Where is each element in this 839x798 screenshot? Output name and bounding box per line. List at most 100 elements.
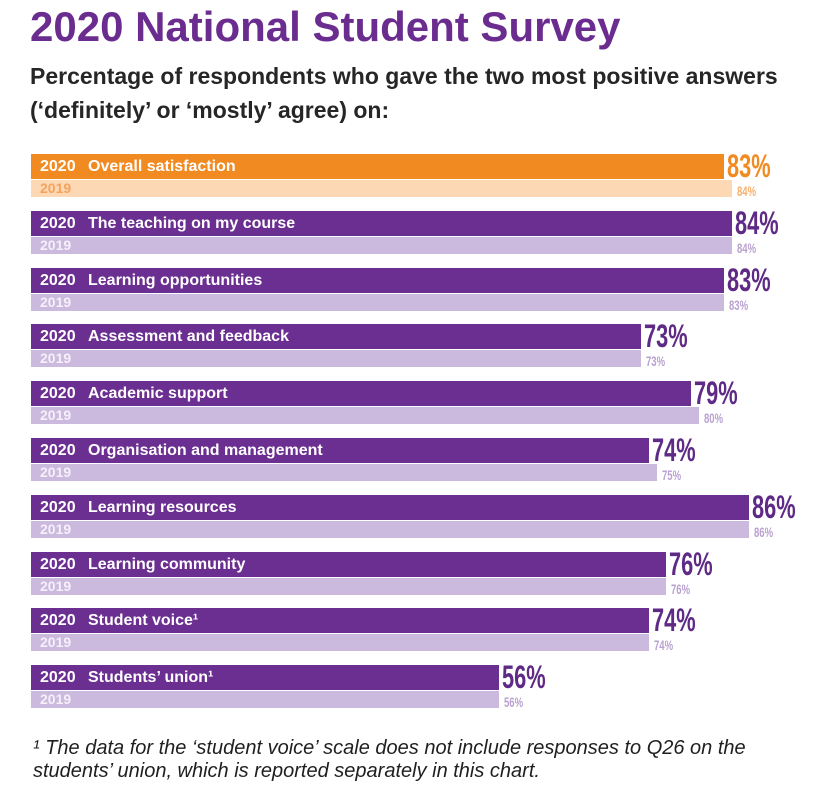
bar-2020-student-voice: 2020 Student voice¹ — [31, 608, 649, 634]
series-label-2019: 2019 — [40, 350, 72, 367]
value-number: 83 — [729, 296, 740, 313]
series-label-2020: 2020 — [40, 214, 76, 232]
value-number: 83 — [727, 148, 752, 184]
category-label-students-union: Students’ union¹ — [88, 669, 214, 687]
value-label-2019-learning-resources: 86% — [754, 525, 773, 539]
series-label-2020: 2020 — [40, 555, 76, 573]
footnote: ¹ The data for the ‘student voice’ scale… — [33, 737, 746, 782]
series-label-2019: 2019 — [40, 634, 72, 651]
bar-2020-learning-opportunities: 2020 Learning opportunities — [31, 267, 725, 293]
value-label-2020-assessment-and-feedback: 73% — [644, 320, 688, 352]
bar-2020-learning-resources: 2020 Learning resources — [31, 494, 750, 520]
value-label-2020-the-teaching-on-my-course: 84% — [735, 207, 779, 239]
value-number: 79 — [693, 375, 718, 412]
category-label-organisation-and-management: Organisation and management — [88, 442, 323, 459]
value-unit: % — [764, 523, 774, 540]
value-number: 84 — [735, 204, 760, 241]
value-number: 56 — [501, 659, 526, 696]
bar-2019-assessment-and-feedback: 2019 — [31, 350, 641, 368]
series-label-2019: 2019 — [40, 293, 72, 310]
series-label-2019: 2019 — [40, 236, 72, 253]
bar-2020-students-union: 2020 Students’ union¹ — [31, 665, 499, 691]
category-label-overall-satisfaction: Overall satisfaction — [88, 158, 236, 175]
value-number: 56 — [503, 694, 515, 711]
series-label-2019: 2019 — [40, 520, 72, 537]
category-label-academic-support: Academic support — [88, 385, 228, 403]
value-unit: % — [676, 602, 696, 639]
value-unit: % — [739, 296, 749, 313]
value-number: 74 — [651, 602, 677, 639]
series-label-2019: 2019 — [40, 407, 72, 424]
bar-group-overall-satisfaction: 2020 Overall satisfaction 83% 2019 84% — [0, 150, 839, 198]
bar-2019-learning-resources: 2019 — [31, 520, 750, 538]
value-label-2019-the-teaching-on-my-course: 84% — [737, 241, 756, 255]
series-label-2019: 2019 — [40, 180, 72, 196]
series-label-2019: 2019 — [40, 577, 72, 594]
chart-subtitle: Percentage of respondents who gave the t… — [30, 63, 778, 123]
value-unit: % — [714, 410, 724, 427]
value-label-2019-organisation-and-management: 75% — [662, 468, 681, 482]
value-number: 84 — [737, 239, 748, 256]
value-unit: % — [681, 580, 690, 597]
bar-2020-assessment-and-feedback: 2020 Assessment and feedback — [31, 324, 641, 350]
bar-group-learning-community: 2020 Learning community 76% 2019 76% — [0, 548, 839, 596]
value-label-2019-learning-opportunities: 83% — [729, 298, 748, 312]
bar-2020-learning-community: 2020 Learning community — [31, 551, 666, 577]
value-label-2020-student-voice: 74% — [652, 604, 696, 636]
series-label-2019: 2019 — [40, 464, 72, 480]
bar-group-learning-resources: 2020 Learning resources 86% 2019 86% — [0, 491, 839, 539]
bar-2019-student-voice: 2019 — [31, 634, 649, 652]
bar-2019-academic-support: 2019 — [31, 407, 699, 425]
series-label-2020: 2020 — [40, 328, 76, 346]
category-label-learning-community: Learning community — [88, 555, 246, 573]
value-unit: % — [717, 375, 738, 412]
value-label-2019-overall-satisfaction: 84% — [737, 184, 756, 198]
bar-2020-academic-support: 2020 Academic support — [31, 381, 691, 407]
category-label-learning-resources: Learning resources — [88, 498, 237, 516]
bar-group-students-union: 2020 Students’ union¹ 56% 2019 56% — [0, 661, 839, 709]
value-unit: % — [747, 183, 757, 199]
value-label-2020-overall-satisfaction: 83% — [727, 150, 771, 182]
series-label-2019: 2019 — [40, 691, 72, 708]
value-label-2019-learning-community: 76% — [671, 582, 690, 596]
series-label-2020: 2020 — [40, 158, 76, 175]
value-label-2020-learning-community: 76% — [669, 548, 713, 580]
series-label-2020: 2020 — [40, 442, 76, 459]
page-title: 2020 National Student Survey — [30, 3, 621, 50]
value-number: 83 — [727, 261, 752, 298]
value-label-2019-assessment-and-feedback: 73% — [646, 354, 665, 368]
bar-2020-overall-satisfaction: 2020 Overall satisfaction — [31, 154, 725, 179]
value-number: 73 — [643, 318, 668, 355]
value-number: 86 — [754, 523, 765, 540]
value-unit: % — [759, 204, 779, 241]
value-unit: % — [692, 545, 713, 582]
value-number: 76 — [670, 580, 682, 597]
category-label-the-teaching-on-my-course: The teaching on my course — [88, 214, 296, 232]
value-unit: % — [664, 637, 673, 654]
value-number: 80 — [704, 410, 715, 427]
value-unit: % — [667, 318, 688, 355]
bar-2020-organisation-and-management: 2020 Organisation and management — [31, 438, 649, 463]
bar-2019-learning-community: 2019 — [31, 577, 666, 595]
value-unit: % — [676, 432, 696, 468]
value-unit: % — [656, 353, 665, 370]
bar-group-academic-support: 2020 Academic support 79% 2019 80% — [0, 377, 839, 427]
value-label-2020-academic-support: 79% — [694, 377, 738, 409]
value-label-2020-learning-opportunities: 83% — [727, 264, 771, 296]
value-unit: % — [776, 488, 796, 525]
bar-2019-overall-satisfaction: 2019 — [31, 180, 733, 197]
bar-2019-organisation-and-management: 2019 — [31, 464, 658, 481]
series-label-2020: 2020 — [40, 385, 76, 403]
value-unit: % — [751, 261, 771, 298]
value-label-2019-students-union: 56% — [504, 695, 523, 709]
series-label-2020: 2020 — [40, 612, 76, 630]
value-number: 84 — [737, 183, 748, 199]
bar-2020-the-teaching-on-my-course: 2020 The teaching on my course — [31, 210, 733, 236]
value-label-2020-organisation-and-management: 74% — [652, 434, 696, 466]
value-label-2020-students-union: 56% — [502, 661, 546, 693]
value-unit: % — [514, 694, 523, 711]
bar-2019-students-union: 2019 — [31, 691, 499, 709]
series-label-2020: 2020 — [40, 669, 76, 687]
